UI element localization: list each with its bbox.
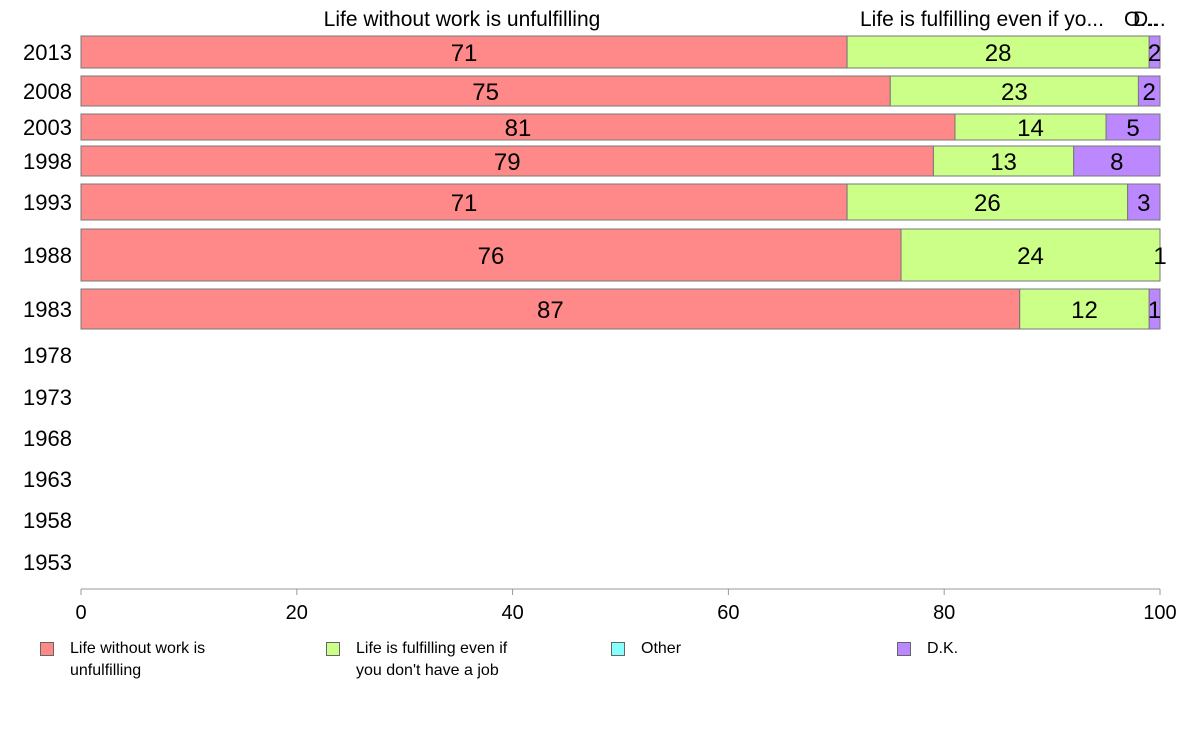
y-tick-label-1958: 1958 [23, 508, 72, 533]
bar-2008-series-3 [1137, 75, 1161, 107]
legend-label-fulfilling: Life is fulfilling even if you don't hav… [356, 640, 508, 679]
y-tick-label-2003: 2003 [23, 115, 72, 140]
bar-2003-series-0 [80, 113, 956, 141]
y-tick-label-1973: 1973 [23, 385, 72, 410]
bar-1983-series-0 [80, 288, 1021, 330]
bar-label-2013-series-0: 71 [451, 40, 478, 67]
x-tick-label-40: 40 [501, 602, 523, 624]
legend-item-other: Other [611, 638, 681, 660]
bar-label-1983-series-0: 87 [537, 297, 564, 324]
y-tick-label-2008: 2008 [23, 79, 72, 104]
bar-1998-series-1 [932, 145, 1075, 177]
bar-label-2008-series-1: 23 [1001, 79, 1028, 106]
bar-label-1998-series-0: 79 [494, 149, 521, 176]
y-tick-label-1993: 1993 [23, 190, 72, 215]
legend-item-dk: D.K. [897, 638, 958, 660]
bar-2003-series-3 [1105, 113, 1161, 141]
bar-label-2013-series-1: 28 [985, 40, 1012, 67]
top-label-fulfilling: Life is fulfilling even if yo... [860, 8, 1104, 31]
y-tick-label-1953: 1953 [23, 550, 72, 575]
bar-1993-series-0 [80, 183, 848, 221]
bar-label-1983-series-1: 12 [1071, 297, 1098, 324]
bar-1993-series-1 [846, 183, 1129, 221]
stacked-bar-chart: 2013200820031998199319881983197819731968… [23, 8, 1177, 624]
legend-swatch-other [611, 642, 625, 656]
bar-label-1983-series-3: 1 [1148, 297, 1161, 324]
legend-item-unfulfilling: Life without work is unfulfilling [40, 638, 260, 682]
top-label-unfulfilling: Life without work is unfulfilling [324, 8, 601, 31]
bar-1998-series-3 [1073, 145, 1161, 177]
bar-label-2003-series-3: 5 [1126, 115, 1139, 142]
y-tick-label-1968: 1968 [23, 426, 72, 451]
bar-label-2003-series-1: 14 [1017, 115, 1044, 142]
bar-label-1993-series-1: 26 [974, 190, 1001, 217]
legend-label-dk: D.K. [927, 640, 959, 657]
bar-1998-series-0 [80, 145, 934, 177]
y-tick-label-1963: 1963 [23, 467, 72, 492]
legend: Life without work is unfulfilling Life i… [40, 638, 1160, 688]
bar-label-1998-series-3: 8 [1110, 149, 1123, 176]
x-tick-label-60: 60 [717, 602, 739, 624]
top-label-other: O... [1124, 8, 1158, 31]
x-tick-label-0: 0 [75, 602, 86, 624]
bar-1988-series-1 [900, 228, 1161, 282]
bar-label-1988-series-0: 76 [478, 243, 505, 270]
legend-swatch-unfulfilling [40, 642, 54, 656]
bar-label-2003-series-0: 81 [505, 115, 532, 142]
y-tick-label-1998: 1998 [23, 149, 72, 174]
legend-swatch-dk [897, 642, 911, 656]
x-tick-label-20: 20 [286, 602, 308, 624]
bar-label-1988-series-3: 1 [1153, 243, 1166, 270]
bar-1983-series-3 [1148, 288, 1161, 330]
y-tick-label-1988: 1988 [23, 243, 72, 268]
bar-label-2008-series-0: 75 [472, 79, 499, 106]
legend-swatch-fulfilling [326, 642, 340, 656]
top-label-dk: D... [1133, 8, 1166, 31]
legend-item-fulfilling: Life is fulfilling even if you don't hav… [326, 638, 507, 682]
legend-label-unfulfilling: Life without work is unfulfilling [70, 640, 206, 679]
bar-1983-series-1 [1019, 288, 1150, 330]
y-tick-label-2013: 2013 [23, 40, 72, 65]
bar-label-1993-series-0: 71 [451, 190, 478, 217]
bar-2013-series-1 [846, 35, 1150, 69]
bar-2013-series-0 [80, 35, 848, 69]
bar-label-2013-series-3: 2 [1148, 40, 1161, 67]
bar-label-1988-series-1: 24 [1017, 243, 1044, 270]
y-tick-label-1983: 1983 [23, 297, 72, 322]
bar-1988-series-0 [80, 228, 902, 282]
legend-label-other: Other [641, 640, 682, 657]
bar-1993-series-3 [1127, 183, 1161, 221]
x-tick-label-100: 100 [1143, 602, 1176, 624]
bar-label-1993-series-3: 3 [1137, 190, 1150, 217]
x-tick-label-80: 80 [933, 602, 955, 624]
bar-label-1998-series-1: 13 [990, 149, 1017, 176]
y-tick-label-1978: 1978 [23, 343, 72, 368]
bar-label-2008-series-3: 2 [1143, 79, 1156, 106]
bar-2013-series-3 [1148, 35, 1161, 69]
bar-2003-series-1 [954, 113, 1107, 141]
